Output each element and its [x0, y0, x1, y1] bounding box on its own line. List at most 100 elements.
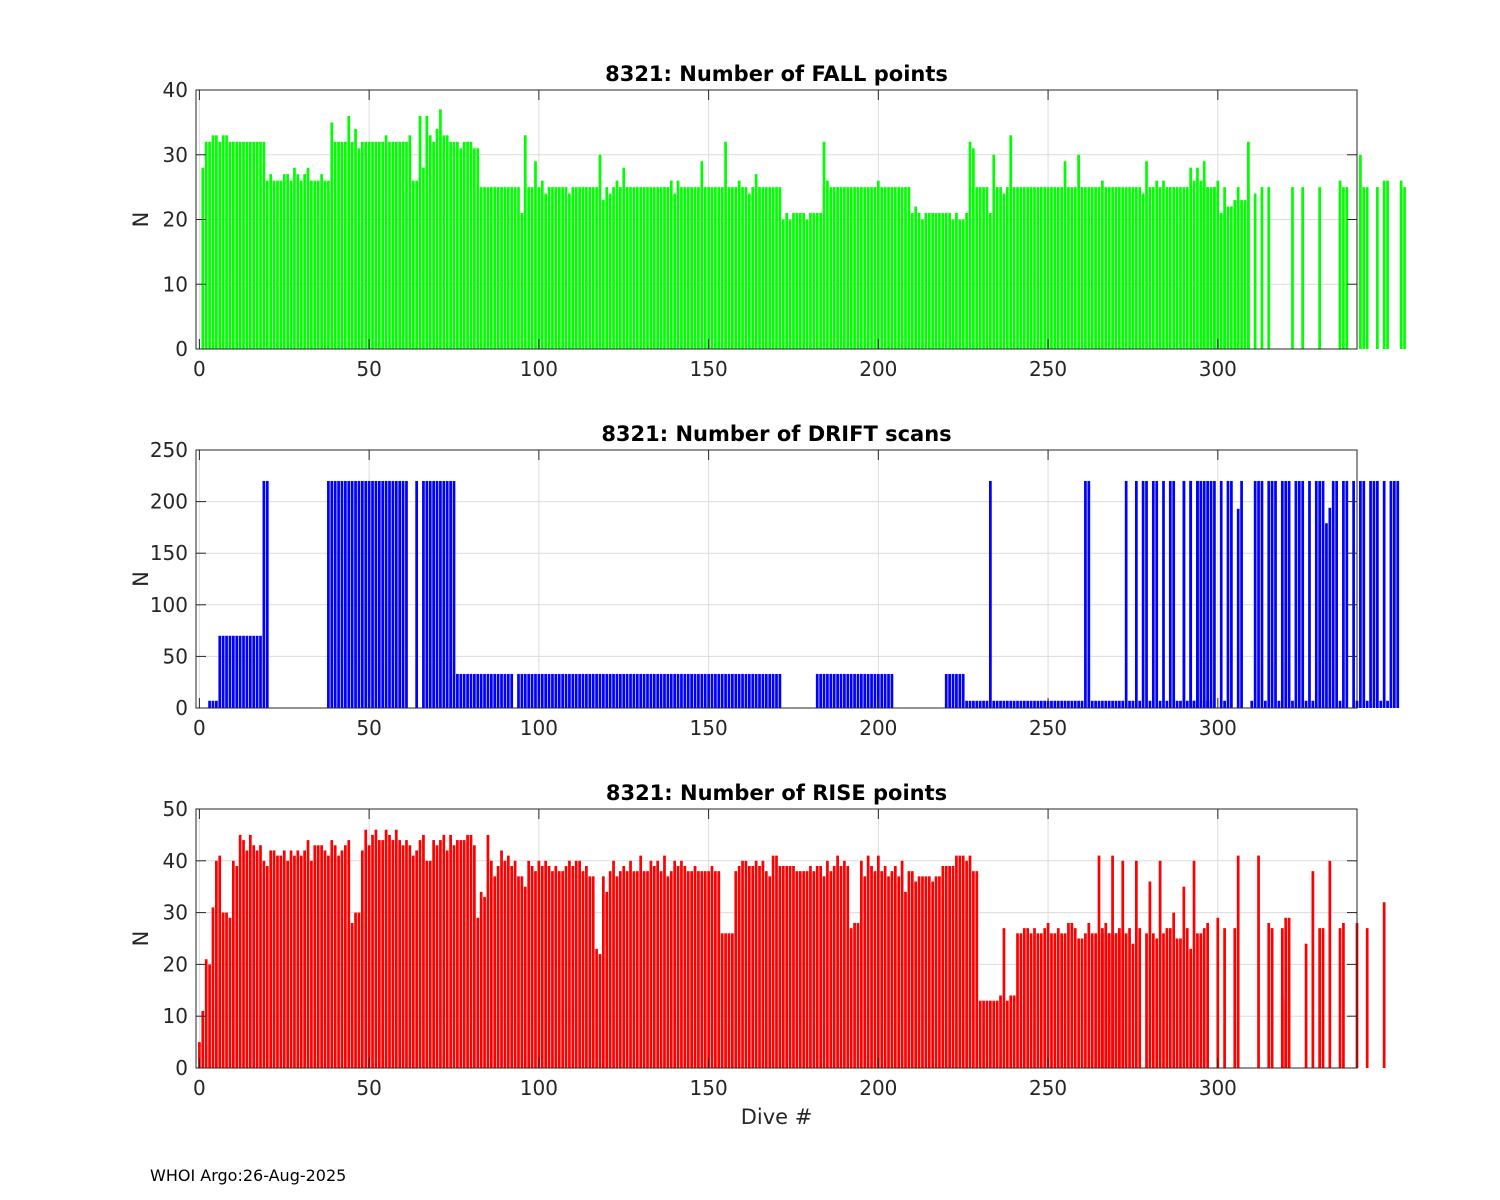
- bar: [703, 187, 707, 350]
- bar: [1155, 938, 1159, 1068]
- bar: [615, 673, 619, 708]
- bar: [479, 673, 483, 708]
- bar: [747, 865, 751, 1068]
- bar: [272, 180, 276, 349]
- bar: [489, 860, 493, 1068]
- bar: [822, 141, 826, 349]
- bar: [1063, 161, 1067, 349]
- bar: [1287, 917, 1291, 1068]
- bar: [252, 845, 256, 1068]
- bar: [527, 860, 531, 1068]
- bar: [948, 673, 951, 708]
- bar: [846, 865, 850, 1068]
- bar: [1033, 700, 1036, 708]
- bar: [252, 635, 256, 708]
- bar: [561, 871, 564, 1068]
- bar: [1067, 922, 1070, 1068]
- bar: [1226, 480, 1230, 708]
- bar: [843, 673, 846, 708]
- bar: [890, 871, 894, 1068]
- bar: [486, 187, 490, 350]
- bar: [591, 673, 595, 708]
- bar: [632, 187, 636, 350]
- bar: [989, 213, 992, 349]
- bar: [1209, 700, 1213, 708]
- bar: [537, 673, 541, 708]
- bar: [313, 180, 317, 349]
- bar: [992, 154, 996, 349]
- bar: [238, 635, 242, 708]
- bar: [700, 161, 704, 349]
- bar: [1386, 180, 1389, 349]
- bar: [1199, 480, 1203, 708]
- bar: [1168, 187, 1172, 350]
- bar: [938, 213, 941, 349]
- bar: [530, 865, 534, 1068]
- bar: [1318, 928, 1322, 1068]
- bar: [1060, 700, 1064, 708]
- bar: [707, 871, 710, 1068]
- bar: [1141, 193, 1145, 349]
- bar: [449, 141, 452, 349]
- bar: [635, 871, 639, 1068]
- bar: [388, 480, 391, 708]
- bar: [578, 187, 581, 350]
- bar: [714, 187, 717, 350]
- bar: [1087, 922, 1091, 1068]
- bar: [1016, 933, 1019, 1068]
- bar: [625, 871, 629, 1068]
- bar: [754, 673, 758, 708]
- bar: [876, 673, 880, 708]
- bar: [598, 673, 602, 708]
- bar: [771, 187, 775, 350]
- bar: [1342, 922, 1345, 1068]
- bar: [1345, 187, 1349, 350]
- bar: [608, 871, 612, 1068]
- bar: [398, 840, 402, 1068]
- bar: [439, 109, 442, 349]
- bar: [571, 673, 575, 708]
- bar: [642, 871, 646, 1068]
- bar: [727, 187, 731, 350]
- bar: [836, 187, 839, 350]
- bar: [316, 180, 320, 349]
- bar: [381, 141, 385, 349]
- bar: [1158, 187, 1162, 350]
- bar: [880, 673, 884, 708]
- bar: [1094, 700, 1097, 708]
- bar: [469, 673, 473, 708]
- bar: [1087, 187, 1091, 350]
- bar: [656, 187, 660, 350]
- bar: [1382, 180, 1386, 349]
- bar: [751, 187, 755, 350]
- bar: [795, 871, 799, 1068]
- bar: [439, 480, 442, 708]
- bar: [289, 850, 293, 1068]
- bar: [656, 860, 660, 1068]
- bar: [904, 891, 907, 1068]
- bar: [883, 865, 887, 1068]
- bar: [1039, 933, 1043, 1068]
- bar: [1029, 933, 1033, 1068]
- bar: [218, 141, 222, 349]
- bar: [1121, 860, 1125, 1068]
- bar: [1070, 922, 1074, 1068]
- bar: [265, 865, 269, 1068]
- bar: [201, 1011, 205, 1068]
- bar: [703, 673, 707, 708]
- bar: [764, 673, 768, 708]
- bar: [557, 871, 561, 1068]
- bar: [1016, 700, 1019, 708]
- bar: [1101, 700, 1104, 708]
- bar: [870, 673, 873, 708]
- x-tick-label: 100: [520, 716, 558, 740]
- bar: [1005, 1000, 1009, 1068]
- bar: [527, 187, 531, 350]
- bar: [632, 673, 636, 708]
- bar: [972, 148, 975, 349]
- chart-panel-1: 0 50 100 150 200 250 300 0 50 100 150 200 250 8321: N…: [129, 422, 1400, 740]
- bar: [1230, 206, 1233, 349]
- y-tick-label: 10: [163, 1004, 188, 1028]
- bar: [1022, 187, 1026, 350]
- bar: [354, 128, 357, 349]
